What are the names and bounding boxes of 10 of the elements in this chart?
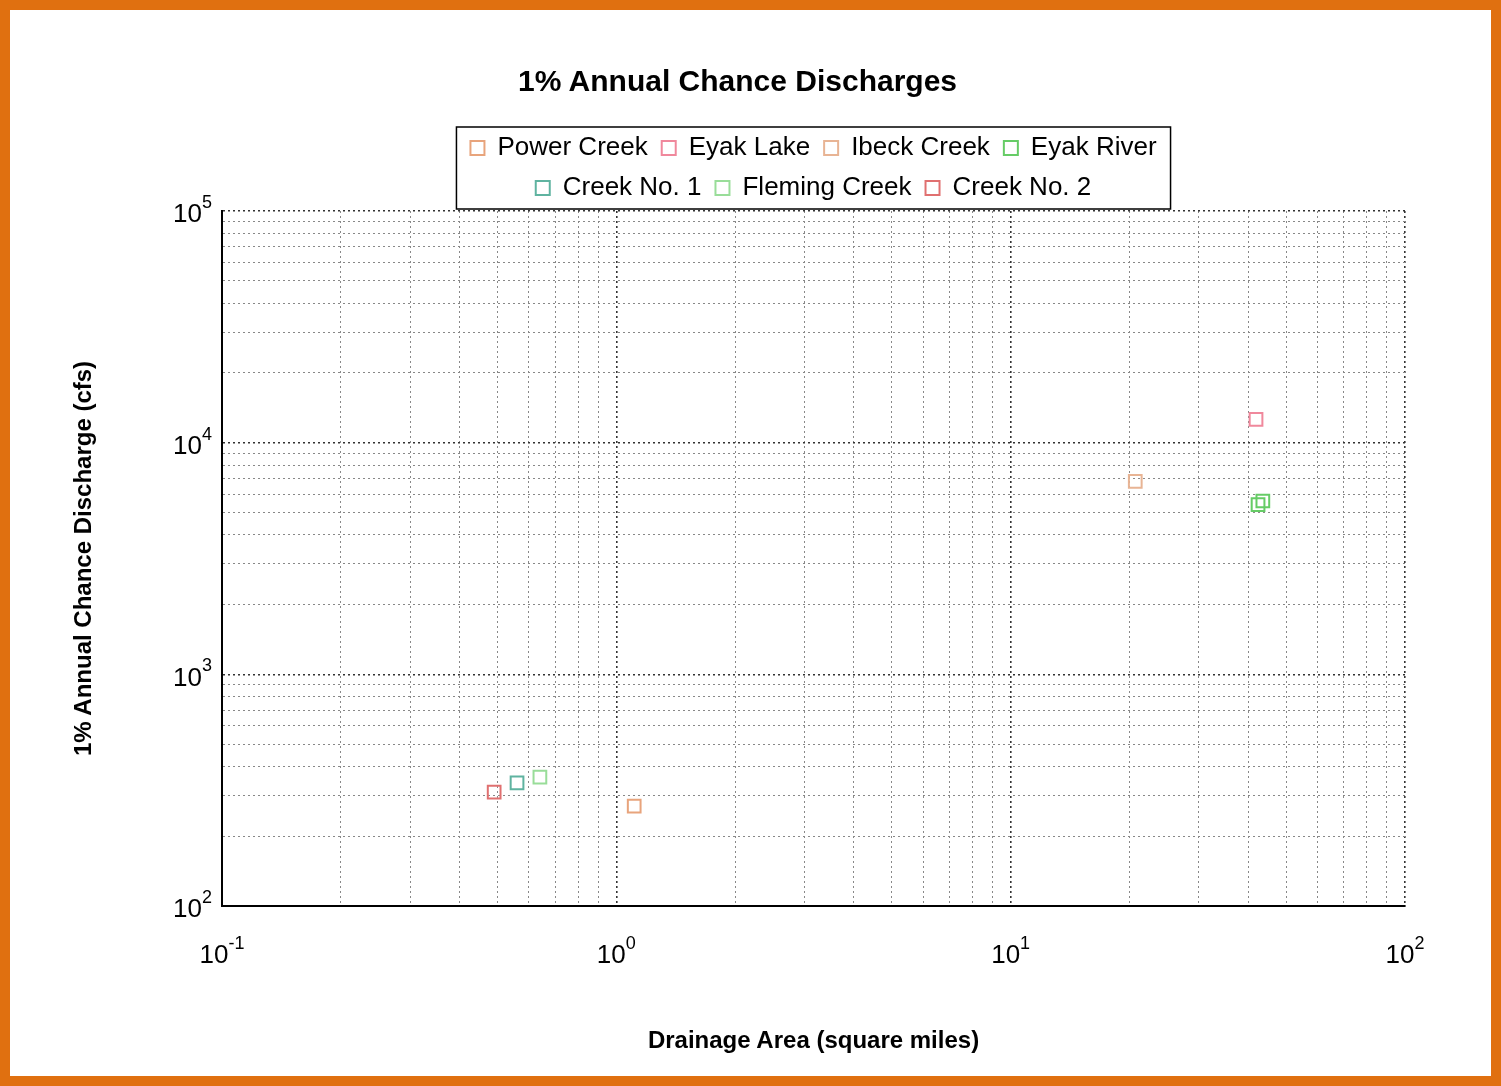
chart-title: 1% Annual Chance Discharges [517, 64, 958, 98]
legend-label: Eyak River [1030, 131, 1157, 162]
legend-label: Ibeck Creek [851, 131, 991, 162]
legend-label: Creek No. 2 [952, 171, 1092, 202]
y-axis-title: 1% Annual Chance Discharge (cfs) [69, 360, 97, 757]
legend-label: Creek No. 1 [562, 171, 702, 202]
legend-label: Eyak Lake [688, 131, 811, 162]
x-axis-title: Drainage Area (square miles) [647, 1026, 980, 1054]
legend-label: Power Creek [497, 131, 649, 162]
legend-label: Fleming Creek [742, 171, 913, 202]
